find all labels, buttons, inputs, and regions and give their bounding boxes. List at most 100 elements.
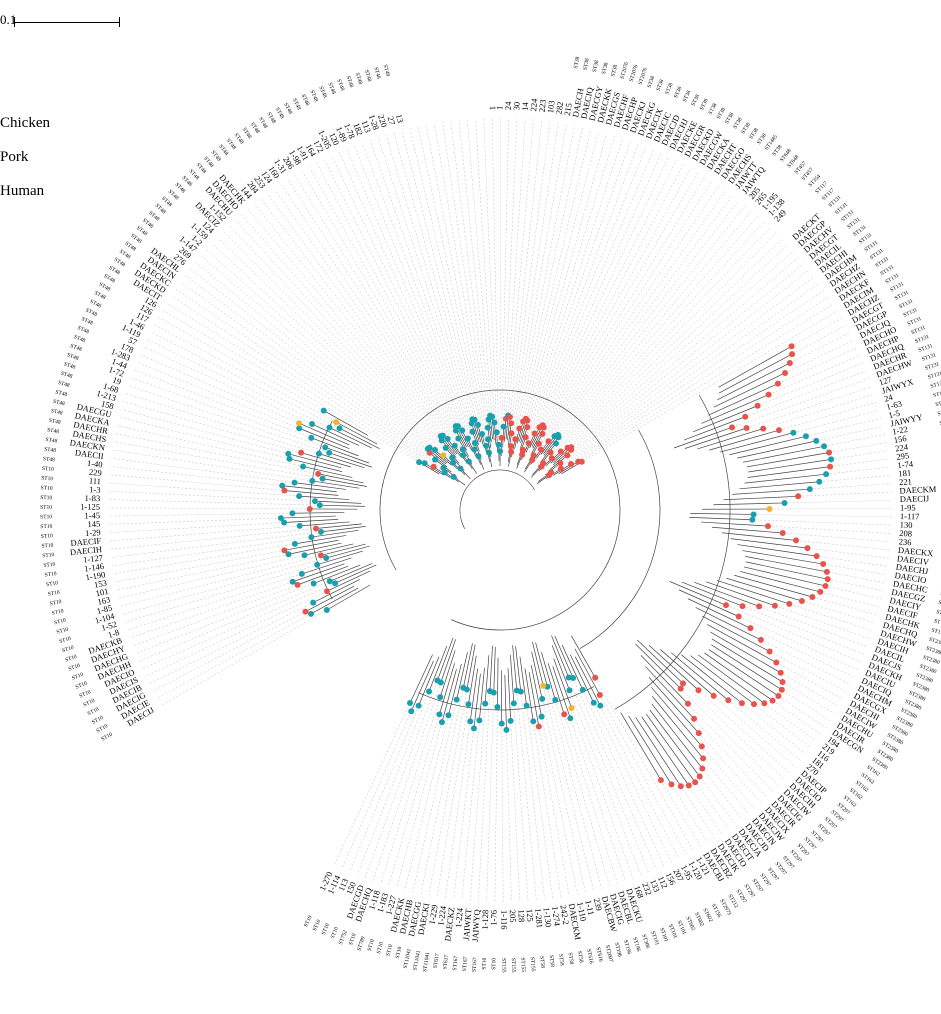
tip-guide-line xyxy=(688,785,722,834)
tip-point xyxy=(507,717,514,724)
tip-label-isolate: 153 xyxy=(93,578,107,590)
tip-point xyxy=(516,425,523,432)
tip-guide-line xyxy=(409,128,483,435)
tree-branch xyxy=(620,712,662,781)
tip-point xyxy=(824,576,831,583)
tip-guide-line xyxy=(568,677,649,873)
tip-label-isolate: 1-68 xyxy=(102,381,120,395)
tip-point xyxy=(450,459,457,466)
tip-point xyxy=(698,743,705,750)
tree-branch xyxy=(336,421,378,445)
tip-label-st: ST602 xyxy=(684,916,696,932)
tip-point xyxy=(489,413,496,420)
tree-branch xyxy=(471,423,480,446)
tip-guide-line xyxy=(541,716,578,895)
tree-branch xyxy=(729,435,807,456)
tip-point xyxy=(323,607,330,613)
tip-label-isolate: 1-29 xyxy=(85,527,101,538)
tip-label-st: ST10 xyxy=(54,617,67,626)
legend-item-human: Human xyxy=(0,183,44,200)
tip-point xyxy=(421,460,428,467)
tree-branch xyxy=(744,566,826,587)
tip-guide-line xyxy=(117,425,304,467)
tip-label-isolate: 111 xyxy=(89,476,102,487)
tree-branch xyxy=(489,645,493,692)
tip-label-isolate: 120 xyxy=(327,131,341,147)
tip-guide-line xyxy=(108,490,316,502)
tip-point xyxy=(735,613,742,620)
tip-point xyxy=(691,715,698,722)
tip-label-isolate: 156 xyxy=(664,871,678,887)
tip-guide-line xyxy=(156,613,312,699)
tip-label-st: ST58 xyxy=(567,952,575,965)
tip-label-st: ST1196 xyxy=(931,628,941,638)
tip-label-isolate: JAIWYQ xyxy=(470,909,482,942)
tip-label-st: ST10 xyxy=(51,608,64,617)
tip-guide-line xyxy=(742,605,865,655)
legend-label-pork: Pork xyxy=(0,149,29,165)
tip-point xyxy=(568,705,575,712)
tip-guide-line xyxy=(816,555,888,567)
tip-label-st: ST10 xyxy=(42,466,55,473)
tip-point xyxy=(471,446,478,453)
tip-point xyxy=(454,423,461,430)
tip-point xyxy=(547,449,554,456)
tree-branch xyxy=(310,587,359,615)
tip-guide-line xyxy=(316,163,456,427)
tree-branch xyxy=(302,466,353,478)
tree-branch xyxy=(712,526,783,534)
tip-point xyxy=(538,463,545,470)
tip-point xyxy=(826,449,833,456)
tree-branch xyxy=(740,571,821,593)
tip-guide-line xyxy=(130,377,326,448)
tip-guide-line xyxy=(600,705,680,859)
tip-guide-line xyxy=(809,483,892,490)
tip-guide-line xyxy=(548,189,727,442)
tip-guide-line xyxy=(475,118,495,423)
tree-branch xyxy=(648,677,700,734)
tip-point xyxy=(822,582,829,589)
tip-point xyxy=(507,443,514,450)
tip-label-st: ST48 xyxy=(257,116,268,130)
tip-point xyxy=(525,440,532,447)
tip-guide-line xyxy=(532,180,713,460)
tip-point xyxy=(786,360,793,367)
tip-guide-line xyxy=(377,137,472,424)
tip-label-isolate: 1-83 xyxy=(84,493,100,503)
tree-branch xyxy=(441,440,457,459)
tip-point xyxy=(438,719,445,726)
tip-label-isolate: 158 xyxy=(100,398,115,411)
tip-label-st: ST10 xyxy=(40,505,52,511)
tree-branch xyxy=(708,649,779,697)
tip-point xyxy=(279,482,286,489)
tip-guide-line xyxy=(824,434,885,447)
tree-branch xyxy=(543,437,559,456)
tip-guide-line xyxy=(764,703,817,742)
tree-branch xyxy=(554,635,574,679)
tip-point xyxy=(465,701,472,708)
tree-branch xyxy=(488,419,492,443)
tip-guide-line xyxy=(491,118,499,445)
tip-guide-line xyxy=(541,698,586,893)
tree-branch xyxy=(718,346,792,388)
tip-label-isolate: 178 xyxy=(120,341,136,355)
tip-guide-line xyxy=(453,728,475,900)
tip-guide-line xyxy=(542,167,692,435)
tree-branch xyxy=(439,663,455,715)
tip-guide-line xyxy=(110,466,283,486)
tree-branch xyxy=(745,561,828,580)
tip-point xyxy=(470,725,477,732)
tip-label-st: ST10 xyxy=(482,957,488,969)
tip-guide-line xyxy=(522,130,600,422)
tip-point xyxy=(540,424,547,431)
tree-branch xyxy=(524,668,534,722)
tree-branch xyxy=(519,656,527,706)
tip-label-st: ST155 xyxy=(529,957,536,972)
tree-branch xyxy=(708,383,779,416)
tip-guide-line xyxy=(369,140,473,432)
tip-point xyxy=(546,472,553,479)
tip-guide-line xyxy=(505,118,526,419)
tip-guide-line xyxy=(501,723,504,902)
tip-label-st: ST38 xyxy=(647,75,657,88)
tip-label-st: ST10 xyxy=(61,645,74,654)
